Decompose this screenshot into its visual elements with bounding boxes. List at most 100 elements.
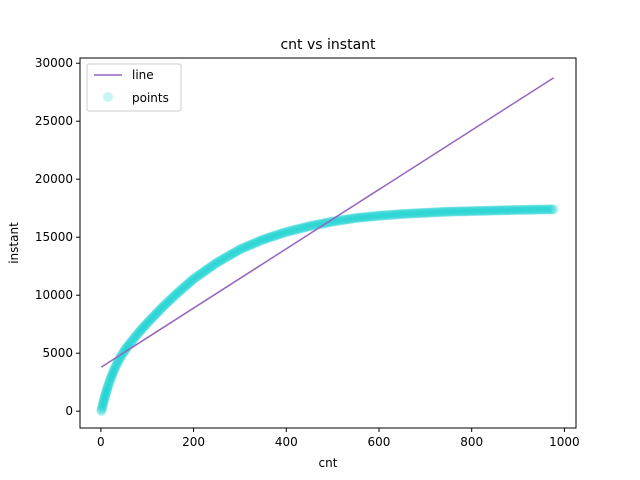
scatter-point [255, 235, 266, 246]
scatter-point [517, 204, 528, 215]
scatter-point [236, 243, 247, 254]
scatter-point [482, 205, 493, 216]
scatter-point [259, 234, 270, 245]
scatter-point [150, 309, 161, 320]
scatter-point [131, 330, 142, 341]
scatter-point [453, 206, 464, 217]
scatter-point [363, 211, 374, 222]
scatter-point [476, 205, 487, 216]
scatter-point [155, 304, 166, 315]
scatter-point [530, 204, 541, 215]
scatter-point [444, 206, 455, 217]
scatter-point [304, 221, 315, 232]
scatter-point [138, 322, 149, 333]
points-series [96, 204, 559, 417]
scatter-point [291, 224, 302, 235]
scatter-point [355, 212, 366, 223]
scatter-point [152, 307, 163, 318]
scatter-point [102, 383, 113, 394]
scatter-point [98, 396, 109, 407]
scatter-point [478, 205, 489, 216]
scatter-point [225, 249, 236, 260]
legend-label-points: points [132, 91, 169, 105]
scatter-point [539, 204, 550, 215]
scatter-point [100, 388, 111, 399]
scatter-point [417, 207, 428, 218]
y-axis-label: instant [7, 222, 21, 264]
scatter-point [197, 267, 208, 278]
scatter-point [329, 216, 340, 227]
scatter-point [346, 213, 357, 224]
scatter-point [384, 209, 395, 220]
scatter-point [489, 205, 500, 216]
scatter-point [267, 231, 278, 242]
scatter-point [387, 209, 398, 220]
scatter-point [413, 208, 424, 219]
scatter-point [182, 279, 193, 290]
scatter-point [427, 207, 438, 218]
scatter-point [136, 324, 147, 335]
scatter-point [443, 206, 454, 217]
scatter-point [151, 308, 162, 319]
fit-line [100, 77, 555, 368]
legend-label-line: line [132, 68, 154, 82]
x-tick-label: 600 [368, 435, 391, 449]
scatter-point [391, 209, 402, 220]
scatter-point [104, 377, 115, 388]
scatter-point [97, 402, 108, 413]
scatter-point [455, 206, 466, 217]
scatter-point [145, 314, 156, 325]
scatter-point [229, 247, 240, 258]
scatter-point [397, 209, 408, 219]
scatter-point [97, 400, 108, 411]
scatter-point [414, 208, 425, 219]
scatter-point [547, 204, 558, 215]
scatter-point [465, 206, 476, 217]
scatter-point [398, 208, 409, 219]
scatter-point [243, 240, 254, 251]
scatter-point [183, 278, 194, 289]
scatter-point [538, 204, 549, 215]
scatter-point [258, 234, 269, 245]
scatter-point [180, 280, 191, 291]
scatter-point [263, 232, 274, 243]
scatter-point [264, 232, 275, 243]
scatter-point [141, 319, 152, 330]
scatter-point [130, 331, 141, 342]
scatter-point [514, 204, 525, 215]
scatter-point [378, 210, 389, 221]
scatter-point [193, 270, 204, 281]
scatter-point [527, 204, 538, 215]
scatter-point [360, 212, 371, 223]
y-axis-ticks: 0 5000 10000 15000 20000 25000 30000 [35, 56, 80, 418]
scatter-point [179, 281, 190, 292]
plot-area [80, 58, 576, 428]
x-tick-label: 200 [182, 435, 205, 449]
scatter-point [220, 252, 231, 263]
scatter-point [500, 205, 511, 216]
scatter-point [262, 233, 273, 244]
scatter-point [160, 299, 171, 310]
x-tick-label: 1000 [549, 435, 580, 449]
scatter-point [124, 338, 135, 349]
scatter-point [98, 395, 109, 406]
scatter-point [187, 274, 198, 285]
scatter-point [502, 205, 513, 216]
scatter-point [372, 210, 383, 221]
scatter-point [449, 206, 460, 217]
scatter-point [168, 291, 179, 302]
scatter-point [420, 207, 431, 218]
scatter-point [402, 208, 413, 219]
scatter-point [542, 204, 553, 215]
scatter-point [395, 209, 406, 220]
scatter-point [316, 218, 327, 229]
scatter-point [284, 226, 295, 237]
scatter-point [507, 205, 518, 216]
scatter-point [520, 204, 531, 215]
scatter-point [504, 205, 515, 216]
scatter-point [492, 205, 503, 216]
scatter-point [132, 329, 143, 340]
scatter-point [158, 301, 169, 312]
scatter-point [366, 211, 377, 222]
scatter-point [228, 248, 239, 259]
